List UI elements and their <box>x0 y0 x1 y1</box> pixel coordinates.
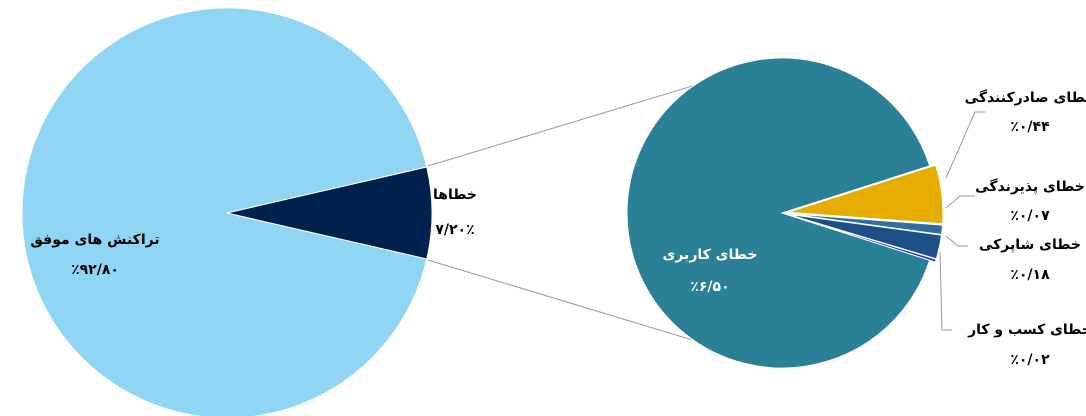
slice-label: خطای صادرکنندگی <box>965 89 1086 106</box>
value-label: ٪۰/۰۷ <box>1010 208 1050 224</box>
pie-slice <box>787 214 937 263</box>
slice-label: خطای کسب و کار <box>967 322 1086 338</box>
value-label: ٪۰/۴۴ <box>1010 119 1050 135</box>
pie-slice <box>21 7 428 416</box>
leader-line <box>939 251 952 331</box>
value-label: ٪۰/۰۲ <box>1010 352 1050 368</box>
pie-slice <box>226 166 433 260</box>
value-label: ۷/۲۰٪ <box>435 222 474 238</box>
slice-label: خطای شاپرکی <box>979 237 1081 253</box>
slice-label: تراکنش های موفق <box>30 232 159 248</box>
slice-label: خطای کاربری <box>663 247 758 263</box>
leader-line <box>945 235 968 247</box>
leader-line <box>945 195 975 209</box>
value-label: ٪۰/۱۸ <box>1010 267 1050 283</box>
slice-label: خطاها <box>433 187 477 203</box>
slice-label: خطای پذیرندگی <box>975 178 1085 195</box>
pie-slice <box>626 57 931 369</box>
pie-slice <box>787 164 944 225</box>
pie-slice <box>787 213 944 236</box>
pie-slice <box>787 213 943 260</box>
value-label: ٪۹۲/۸۰ <box>71 262 119 278</box>
leader-line <box>945 111 985 179</box>
value-label: ٪۶/۵۰ <box>690 279 729 295</box>
